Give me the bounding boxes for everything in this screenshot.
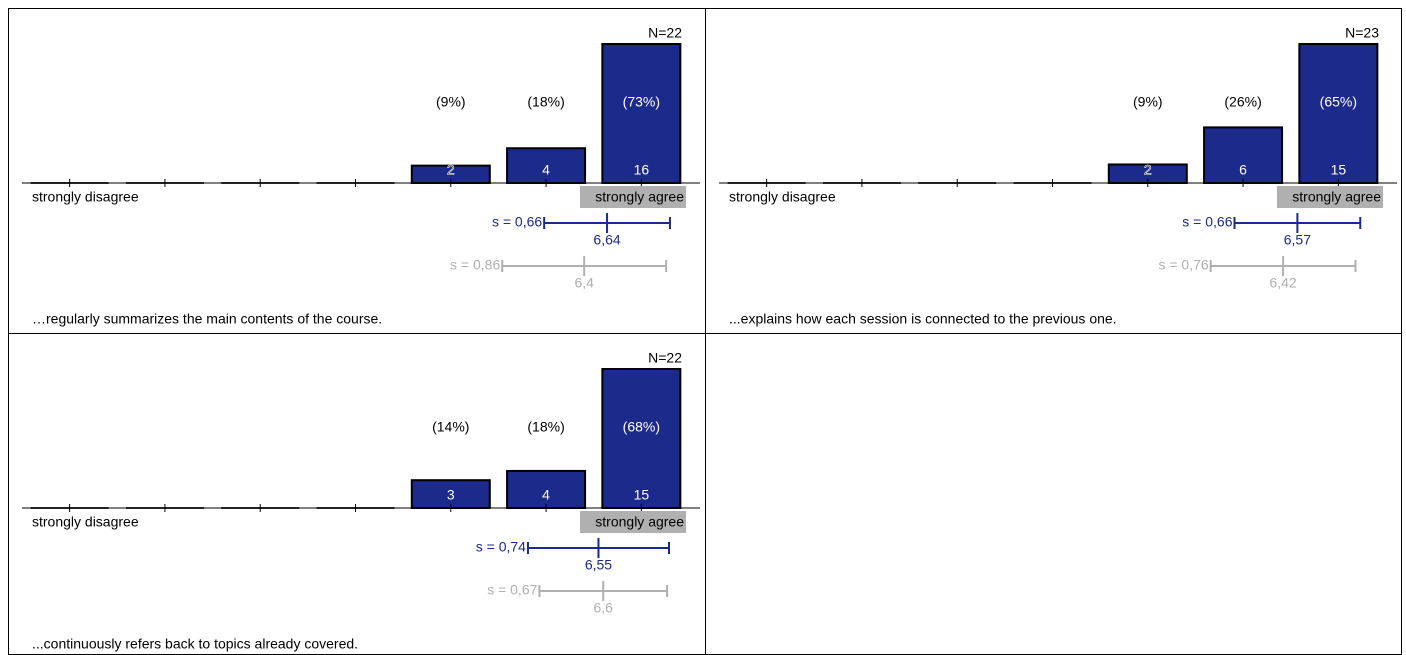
sd-label: s = 0,66 xyxy=(1182,214,1232,230)
mean-label: 6,6 xyxy=(594,600,614,616)
caption: ...explains how each session is connecte… xyxy=(729,311,1117,327)
bar xyxy=(506,147,587,184)
percent-label: (26%) xyxy=(1224,94,1261,110)
bar xyxy=(506,469,587,509)
count-label: 6 xyxy=(1239,162,1247,178)
left-label: strongly disagree xyxy=(729,189,836,205)
n-label: N=23 xyxy=(1345,25,1379,41)
right-label: strongly agree xyxy=(595,189,684,205)
percent-label: (9%) xyxy=(436,94,466,110)
mean-label: 6,55 xyxy=(585,557,612,573)
sd-label: s = 0,74 xyxy=(476,539,526,555)
count-label: 3 xyxy=(447,487,455,503)
count-label: 4 xyxy=(542,162,550,178)
right-label-box xyxy=(580,511,686,533)
caption: ...continuously refers back to topics al… xyxy=(32,636,358,652)
count-label: 4 xyxy=(542,487,550,503)
count-label: 15 xyxy=(634,487,650,503)
bar xyxy=(601,368,682,509)
mean-label: 6,57 xyxy=(1284,232,1311,248)
left-label: strongly disagree xyxy=(32,189,139,205)
sd-label: s = 0,66 xyxy=(492,214,542,230)
mean-label: 6,4 xyxy=(574,275,594,291)
count-label: 15 xyxy=(1331,162,1347,178)
count-label: 2 xyxy=(1144,162,1152,178)
bar xyxy=(1203,126,1284,184)
count-label: 16 xyxy=(634,162,650,178)
right-label: strongly agree xyxy=(595,514,684,530)
right-label-box xyxy=(1277,186,1383,208)
caption: …regularly summarizes the main contents … xyxy=(32,311,382,327)
percent-label: (73%) xyxy=(623,94,660,110)
left-label: strongly disagree xyxy=(32,514,139,530)
percent-label: (68%) xyxy=(623,419,660,435)
right-label: strongly agree xyxy=(1292,189,1381,205)
percent-label: (18%) xyxy=(527,419,564,435)
bar xyxy=(601,43,682,184)
percent-label: (65%) xyxy=(1320,94,1357,110)
mean-label: 6,64 xyxy=(593,232,620,248)
n-label: N=22 xyxy=(648,25,682,41)
sd-label: s = 0,86 xyxy=(450,257,500,273)
percent-label: (14%) xyxy=(432,419,469,435)
count-label: 2 xyxy=(447,162,455,178)
mean-label: 6,42 xyxy=(1269,275,1296,291)
bar xyxy=(1298,43,1379,184)
sd-label: s = 0,67 xyxy=(487,582,537,598)
percent-label: (9%) xyxy=(1133,94,1163,110)
percent-label: (18%) xyxy=(527,94,564,110)
sd-label: s = 0,76 xyxy=(1158,257,1208,273)
n-label: N=22 xyxy=(648,350,682,366)
cell-borders xyxy=(8,8,1402,655)
right-label-box xyxy=(580,186,686,208)
